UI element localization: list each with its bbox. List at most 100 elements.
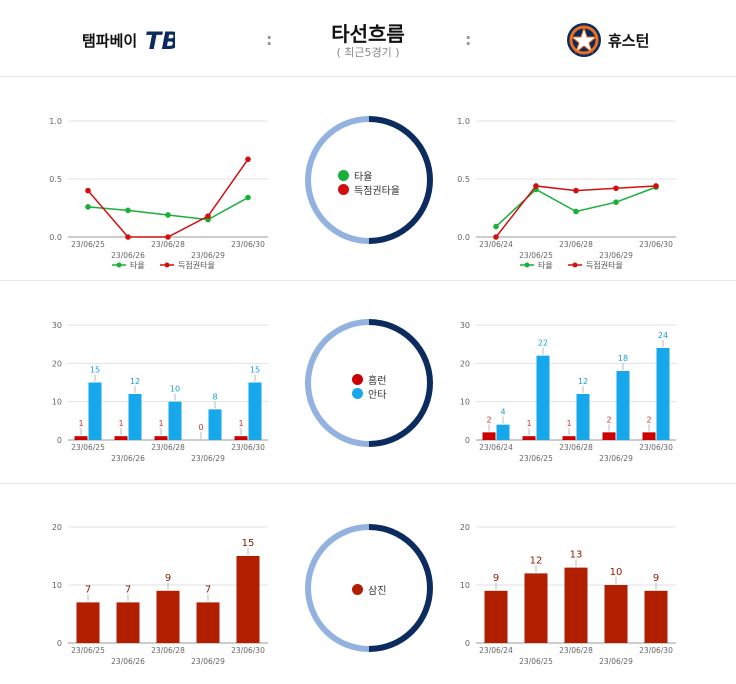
y-tick-label: 0 — [57, 436, 62, 445]
y-tick-label: 30 — [52, 321, 62, 330]
bar — [656, 348, 670, 440]
data-label: 1 — [118, 419, 123, 428]
bar — [616, 371, 630, 440]
data-label: 2 — [646, 415, 651, 424]
x-tick-label: 23/06/28 — [559, 443, 593, 452]
y-tick-label: 1.0 — [457, 117, 470, 126]
legend-hits: 안타 — [352, 386, 386, 401]
legend-label: 득점권타율 — [586, 260, 623, 270]
data-label: 10 — [170, 385, 180, 394]
data-point — [205, 213, 211, 219]
bar — [482, 432, 496, 440]
x-tick-label: 23/06/28 — [151, 240, 185, 249]
page-title: 타선흐름 — [331, 22, 405, 46]
data-label: 0 — [198, 423, 203, 432]
data-point — [533, 183, 539, 189]
y-tick-label: 0.5 — [457, 175, 470, 184]
bar — [522, 436, 536, 440]
data-label: 12 — [578, 377, 588, 386]
row-divider — [0, 483, 736, 484]
row-divider — [0, 280, 736, 281]
y-tick-label: 20 — [460, 359, 470, 368]
x-tick-label: 23/06/25 — [519, 657, 553, 666]
data-label: 1 — [158, 419, 163, 428]
data-label: 18 — [618, 354, 628, 363]
x-tick-label: 23/06/26 — [111, 251, 145, 260]
x-tick-label: 23/06/28 — [151, 646, 185, 655]
bar — [644, 590, 668, 643]
legend-label: 득점권타율 — [178, 260, 215, 270]
bar — [562, 436, 576, 440]
data-point — [85, 187, 91, 194]
x-tick-label: 23/06/30 — [639, 443, 673, 452]
away-so-chart: 0 10 20 9 12 13 10 9 23/06/24 23/06/25 23/06/28 23/… — [460, 523, 676, 666]
data-point — [245, 194, 251, 201]
legend-marker — [164, 262, 170, 268]
data-point — [493, 223, 499, 230]
x-tick-label: 23/06/24 — [479, 443, 513, 452]
data-point — [85, 204, 91, 210]
data-label: 1 — [526, 419, 531, 428]
x-tick-label: 23/06/25 — [519, 251, 553, 260]
avg-legend-ring — [305, 116, 433, 244]
data-label: 9 — [165, 573, 171, 584]
legend-so: 삼진 — [352, 582, 386, 597]
data-label: 15 — [242, 538, 255, 549]
away-team-logo — [567, 23, 601, 57]
y-tick-label: 0.5 — [49, 175, 62, 184]
risp-dot-icon — [338, 184, 349, 195]
y-tick-label: 0 — [465, 639, 470, 648]
bar — [484, 590, 508, 643]
data-label: 4 — [500, 408, 505, 417]
data-label: 7 — [205, 584, 211, 595]
data-label: 15 — [250, 366, 260, 375]
bar — [234, 436, 248, 440]
data-label: 1 — [566, 419, 571, 428]
home-so-chart: 0 10 20 7 7 9 7 15 23/06/25 23/06/26 23/06/28 23/06… — [52, 523, 268, 666]
data-label: 2 — [486, 415, 491, 424]
home-avg-line-chart: 0.0 0.5 1.0 23/06/25 23/06/26 23/06/28 23/06/2… — [49, 117, 268, 270]
x-tick-label: 23/06/24 — [479, 240, 513, 249]
legend-avg: 타율 — [338, 168, 372, 183]
x-tick-label: 23/06/29 — [599, 657, 633, 666]
bar — [536, 355, 550, 440]
bar — [168, 401, 182, 440]
bar — [564, 567, 588, 643]
x-tick-label: 23/06/29 — [191, 454, 225, 463]
y-tick-label: 1.0 — [49, 117, 62, 126]
y-tick-label: 10 — [52, 581, 62, 590]
data-point — [653, 183, 659, 189]
data-point — [125, 207, 131, 214]
data-point — [493, 234, 499, 240]
x-tick-label: 23/06/26 — [111, 454, 145, 463]
bar — [76, 602, 100, 643]
y-tick-label: 10 — [460, 398, 470, 407]
x-tick-label: 23/06/30 — [231, 240, 265, 249]
legend-label: 타율 — [538, 261, 553, 270]
data-label: 8 — [212, 392, 217, 401]
page-subtitle: ( 최근5경기 ) — [336, 46, 400, 59]
x-tick-label: 23/06/24 — [479, 646, 513, 655]
x-tick-label: 23/06/29 — [599, 251, 633, 260]
so-dot-icon — [352, 584, 363, 595]
bar — [154, 436, 168, 440]
data-label: 9 — [653, 573, 659, 584]
x-tick-label: 23/06/25 — [71, 646, 105, 655]
bar — [602, 432, 616, 440]
y-tick-label: 10 — [52, 398, 62, 407]
x-tick-label: 23/06/29 — [191, 251, 225, 260]
y-tick-label: 20 — [52, 359, 62, 368]
y-tick-label: 10 — [460, 581, 470, 590]
data-point — [613, 199, 619, 205]
data-label: 7 — [85, 584, 91, 595]
data-label: 9 — [493, 573, 499, 584]
data-point — [573, 208, 579, 215]
y-tick-label: 0.0 — [457, 233, 470, 242]
data-label: 12 — [530, 555, 543, 566]
bar — [114, 436, 128, 440]
bar — [88, 382, 102, 440]
y-tick-label: 20 — [52, 523, 62, 532]
x-tick-label: 23/06/26 — [111, 657, 145, 666]
hr-dot-icon — [352, 374, 363, 385]
